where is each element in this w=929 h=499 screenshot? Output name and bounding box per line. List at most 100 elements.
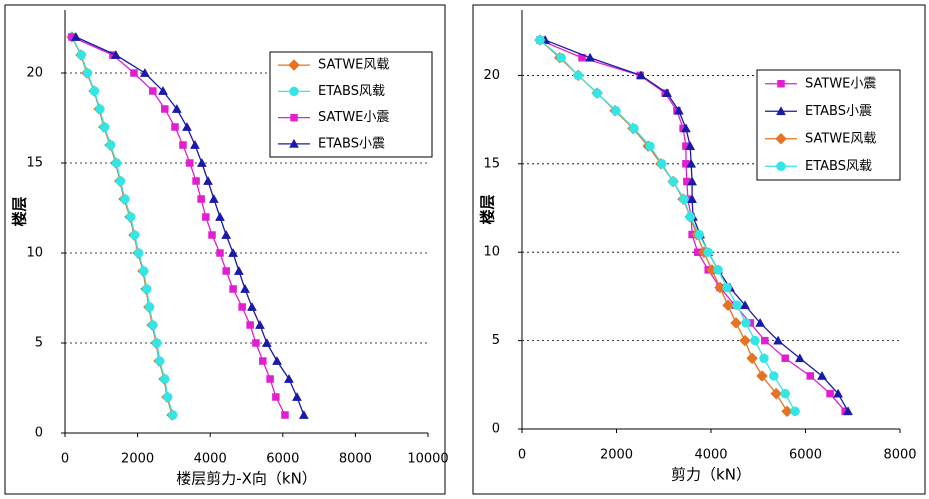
data-point	[773, 335, 784, 345]
x-tick-label: 0	[518, 448, 526, 463]
data-point	[657, 159, 667, 169]
data-point	[679, 194, 689, 204]
data-point	[238, 303, 246, 311]
legend-label: ETABS小震	[805, 104, 872, 119]
data-point	[843, 406, 853, 416]
data-point	[790, 406, 800, 417]
data-point	[266, 375, 274, 383]
data-point	[240, 283, 250, 293]
y-tick-label: 0	[492, 422, 500, 437]
y-tick-label: 10	[26, 246, 43, 261]
data-point	[687, 194, 698, 204]
x-tick-label: 8000	[883, 448, 916, 463]
x-tick-label: 2000	[600, 448, 633, 463]
data-point	[769, 371, 779, 381]
legend-label: SATWE小震	[805, 76, 876, 91]
chart: 0 5 10 15 20 0 2000 4000 6000 8000 剪力（kN） 楼层 SATWE小震…	[472, 4, 926, 495]
y-tick-label: 15	[26, 156, 43, 171]
legend-box	[269, 51, 433, 158]
series-line	[71, 36, 286, 416]
data-point	[179, 141, 187, 149]
legend-marker	[289, 138, 299, 148]
data-point	[732, 300, 742, 310]
y-tick-label: 10	[483, 245, 500, 260]
series-line	[544, 39, 849, 412]
data-point	[162, 392, 173, 402]
y-tick-label: 20	[483, 68, 500, 83]
data-point	[168, 410, 178, 420]
data-point	[750, 335, 760, 346]
y-axis-title: 楼层	[11, 196, 29, 226]
data-point	[208, 193, 219, 203]
data-point	[190, 139, 200, 149]
data-point	[645, 141, 655, 151]
data-point	[694, 229, 704, 240]
data-point	[556, 52, 566, 63]
data-point	[149, 87, 157, 95]
data-point	[284, 373, 294, 383]
data-point	[215, 211, 225, 221]
x-tick-label: 4000	[694, 448, 727, 463]
x-tick-label: 0	[61, 452, 69, 467]
data-point	[722, 299, 734, 312]
data-point	[203, 175, 213, 185]
x-tick-label: 4000	[194, 452, 227, 467]
data-point	[130, 69, 138, 77]
x-tick-label: 6000	[266, 452, 299, 467]
data-point	[573, 70, 583, 81]
data-point	[182, 121, 192, 131]
legend-marker	[288, 59, 300, 71]
data-point	[585, 52, 595, 62]
data-point	[685, 212, 695, 222]
data-point	[70, 31, 81, 41]
series-line	[539, 39, 846, 412]
data-point	[139, 266, 149, 276]
data-point	[111, 158, 122, 168]
data-point	[99, 122, 110, 132]
y-tick-label: 0	[35, 426, 43, 441]
data-point	[255, 319, 265, 329]
series-line	[71, 36, 174, 416]
y-tick-label: 5	[35, 336, 43, 351]
data-point	[171, 123, 179, 131]
data-point	[686, 158, 697, 168]
data-point	[722, 282, 732, 293]
chart: 0 5 10 15 20 0 2000 4000 6000 8000 10000 楼层剪力-X向（kN…	[4, 4, 449, 495]
data-point	[629, 123, 639, 134]
data-point	[246, 321, 254, 329]
data-point	[739, 334, 751, 347]
data-point	[76, 50, 87, 60]
x-tick-label: 8000	[339, 452, 372, 467]
data-point	[636, 70, 646, 80]
data-point	[761, 336, 769, 345]
data-point	[115, 176, 126, 186]
legend-marker	[775, 132, 787, 145]
data-point	[222, 267, 230, 275]
data-point	[171, 103, 182, 113]
data-point	[826, 389, 834, 398]
data-point	[125, 212, 136, 222]
data-point	[247, 301, 257, 311]
series-line	[539, 39, 796, 412]
legend-label: ETABS小震	[318, 136, 385, 151]
data-point	[673, 105, 684, 115]
legend-label: SATWE小震	[318, 110, 389, 125]
y-tick-label: 20	[26, 66, 43, 81]
data-point	[261, 337, 272, 347]
data-point	[233, 265, 244, 275]
data-point	[759, 353, 769, 364]
x-axis-title: 剪力（kN）	[671, 466, 751, 484]
legend-label: ETABS风载	[318, 84, 385, 99]
data-point	[252, 339, 260, 347]
data-point	[259, 357, 267, 365]
data-point	[681, 123, 691, 133]
data-point	[229, 285, 237, 293]
data-point	[592, 88, 602, 98]
data-point	[95, 104, 105, 114]
data-point	[160, 374, 170, 384]
data-point	[713, 265, 723, 275]
legend-marker	[290, 113, 298, 122]
data-point	[120, 194, 130, 204]
data-point	[208, 231, 216, 239]
